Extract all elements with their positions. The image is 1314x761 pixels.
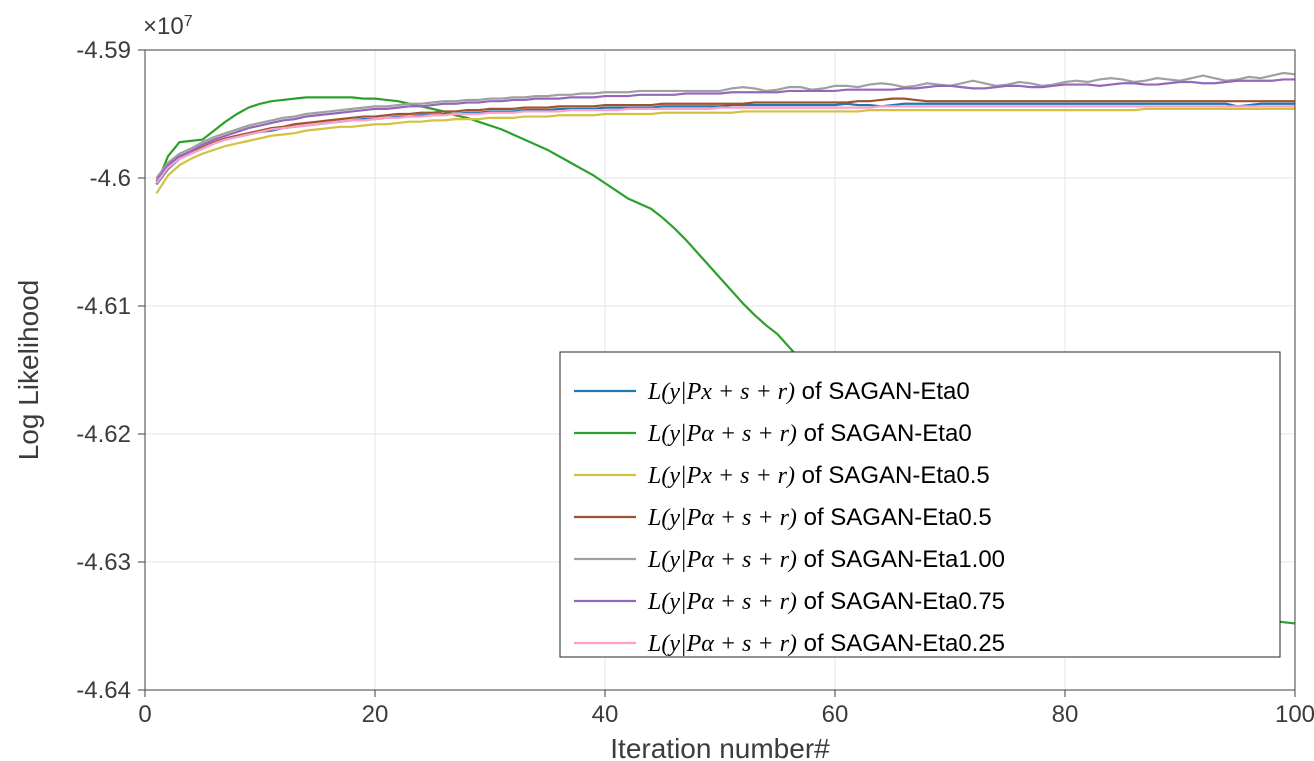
legend-label: L(y|Pα + s + r) of SAGAN-Eta0 — [647, 420, 972, 447]
ytick-label: -4.62 — [76, 421, 131, 448]
xtick-label: 100 — [1275, 701, 1314, 728]
y-axis-label: Log Likelihood — [13, 280, 44, 461]
x-axis-label: Iteration number# — [610, 733, 830, 761]
legend-label: L(y|Pα + s + r) of SAGAN-Eta0.5 — [647, 504, 992, 531]
series-s6 — [157, 106, 1296, 183]
xtick-label: 60 — [822, 701, 849, 728]
xtick-label: 40 — [592, 701, 619, 728]
y-exponent: ×107 — [143, 13, 193, 41]
series-s5 — [157, 79, 1296, 180]
ytick-label: -4.64 — [76, 677, 131, 704]
legend-label: L(y|Px + s + r) of SAGAN-Eta0.5 — [647, 462, 990, 489]
xtick-label: 80 — [1052, 701, 1079, 728]
ytick-label: -4.61 — [76, 293, 131, 320]
series-s0 — [157, 104, 1296, 185]
legend-label: L(y|Pα + s + r) of SAGAN-Eta0.25 — [647, 630, 1005, 657]
series-s4 — [157, 73, 1296, 178]
legend-label: L(y|Pα + s + r) of SAGAN-Eta0.75 — [647, 588, 1005, 615]
xtick-label: 20 — [362, 701, 389, 728]
ytick-label: -4.59 — [76, 37, 131, 64]
xtick-label: 0 — [138, 701, 151, 728]
ytick-label: -4.63 — [76, 549, 131, 576]
legend-label: L(y|Pα + s + r) of SAGAN-Eta1.00 — [647, 546, 1005, 573]
ytick-label: -4.6 — [90, 165, 131, 192]
line-chart: 0 20 40 60 80 100 -4.64 -4.63 -4.62 -4.61 -4.6 -4.5… — [0, 0, 1314, 761]
legend-label: L(y|Px + s + r) of SAGAN-Eta0 — [647, 378, 970, 405]
